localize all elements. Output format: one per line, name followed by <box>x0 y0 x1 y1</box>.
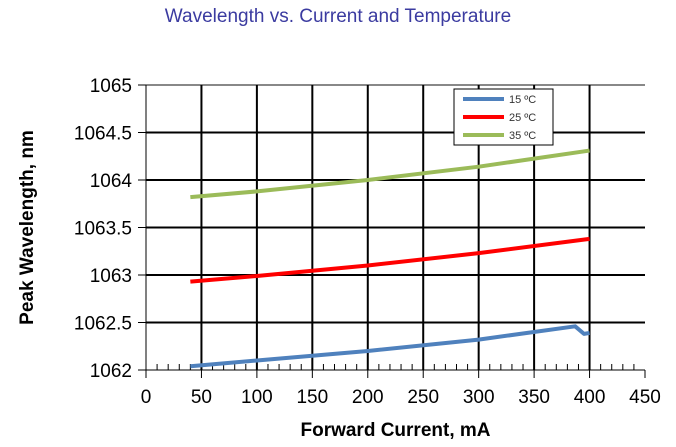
chart-title: Wavelength vs. Current and Temperature <box>164 6 512 27</box>
x-tick-label: 400 <box>574 387 606 408</box>
series-line-1 <box>190 324 590 369</box>
x-tick-label: 250 <box>407 387 439 408</box>
x-tick-label: 300 <box>463 387 495 408</box>
y-axis-label: Peak Wavelength, nm <box>17 130 38 325</box>
x-tick-label: 100 <box>241 387 273 408</box>
y-tick-label: 1063.5 <box>74 219 132 240</box>
x-axis-label: Forward Current, mA <box>300 420 490 441</box>
x-tick-label: 150 <box>296 387 328 408</box>
x-tick-label: 0 <box>141 387 152 408</box>
x-tick-label: 350 <box>518 387 550 408</box>
y-tick-label: 1064.5 <box>74 124 132 145</box>
y-tick-label: 1062 <box>90 361 132 382</box>
x-tick-label: 200 <box>352 387 384 408</box>
series-line-2 <box>190 236 590 284</box>
legend-label-2: 25 ºC <box>509 112 536 124</box>
y-tick-label: 1063 <box>90 266 132 287</box>
x-tick-label: 450 <box>629 387 661 408</box>
legend-label-1: 15 ºC <box>509 94 536 106</box>
y-tick-label: 1064 <box>90 171 133 192</box>
series-line-3 <box>190 148 590 200</box>
y-tick-label: 1065 <box>90 76 132 97</box>
x-tick-label: 50 <box>191 387 212 408</box>
legend-label-3: 35 ºC <box>509 130 536 142</box>
y-tick-label: 1062.5 <box>74 314 132 335</box>
